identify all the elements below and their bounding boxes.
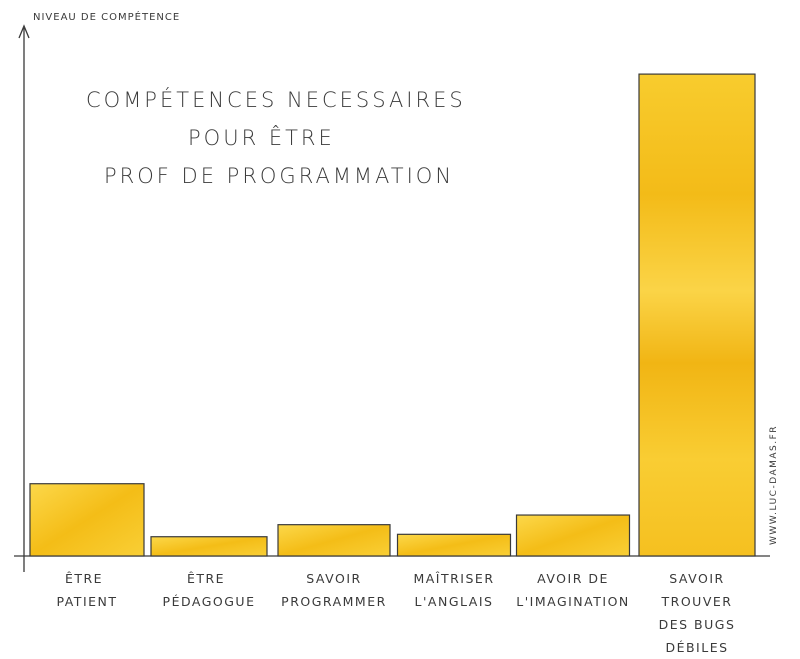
bar-4 <box>396 533 512 557</box>
x-tick-label-2-line-1: ÊTRE <box>187 571 225 586</box>
y-axis-arrowhead <box>18 24 30 39</box>
x-tick-label-6: SAVOIR TROUVER DES BUGS DÉBILES <box>659 571 736 655</box>
x-tick-label-3: SAVOIR PROGRAMMER <box>281 571 387 609</box>
bar-1 <box>29 483 145 557</box>
x-tick-label-1-line-1: ÊTRE <box>65 571 103 586</box>
x-tick-label-6-line-4: DÉBILES <box>665 640 728 655</box>
bar-3 <box>277 524 391 557</box>
x-tick-label-6-line-3: DES BUGS <box>659 617 736 632</box>
x-tick-label-1-line-2: PATIENT <box>56 594 117 609</box>
x-tick-label-6-line-1: SAVOIR <box>669 571 724 586</box>
x-tick-label-5-line-1: AVOIR DE <box>537 571 609 586</box>
x-tick-label-3-line-2: PROGRAMMER <box>281 594 387 609</box>
x-tick-label-3-line-1: SAVOIR <box>306 571 361 586</box>
credit-text: WWW.LUC-DAMAS.FR <box>769 425 779 545</box>
x-tick-label-4-line-2: L'ANGLAIS <box>415 594 494 609</box>
bar-5 <box>515 514 631 557</box>
x-tick-label-5-line-2: L'IMAGINATION <box>516 594 630 609</box>
bars-group <box>29 73 756 557</box>
x-tick-label-5: AVOIR DE L'IMAGINATION <box>516 571 630 609</box>
x-tick-label-4-line-1: MAÎTRISER <box>413 571 494 586</box>
x-tick-labels: ÊTRE PATIENT ÊTRE PÉDAGOGUE SAVOIR PROGRAMMER… <box>56 571 736 655</box>
chart-title-line-3: PROF DE PROGRAMMATION <box>104 164 454 188</box>
x-tick-label-2-line-2: PÉDAGOGUE <box>163 594 256 609</box>
x-tick-label-2: ÊTRE PÉDAGOGUE <box>163 571 256 609</box>
chart-title-line-2: POUR ÊTRE <box>188 125 335 150</box>
y-axis-label: NIVEAU DE COMPÉTENCE <box>33 10 180 23</box>
x-tick-label-6-line-2: TROUVER <box>661 594 733 609</box>
bar-2 <box>150 536 268 557</box>
x-tick-label-4: MAÎTRISER L'ANGLAIS <box>413 571 494 609</box>
x-tick-label-1: ÊTRE PATIENT <box>56 571 117 609</box>
bar-6 <box>638 73 756 557</box>
chart-title: COMPÉTENCES NECESSAIRES POUR ÊTRE PROF D… <box>86 87 466 188</box>
chart-title-line-1: COMPÉTENCES NECESSAIRES <box>86 87 466 112</box>
